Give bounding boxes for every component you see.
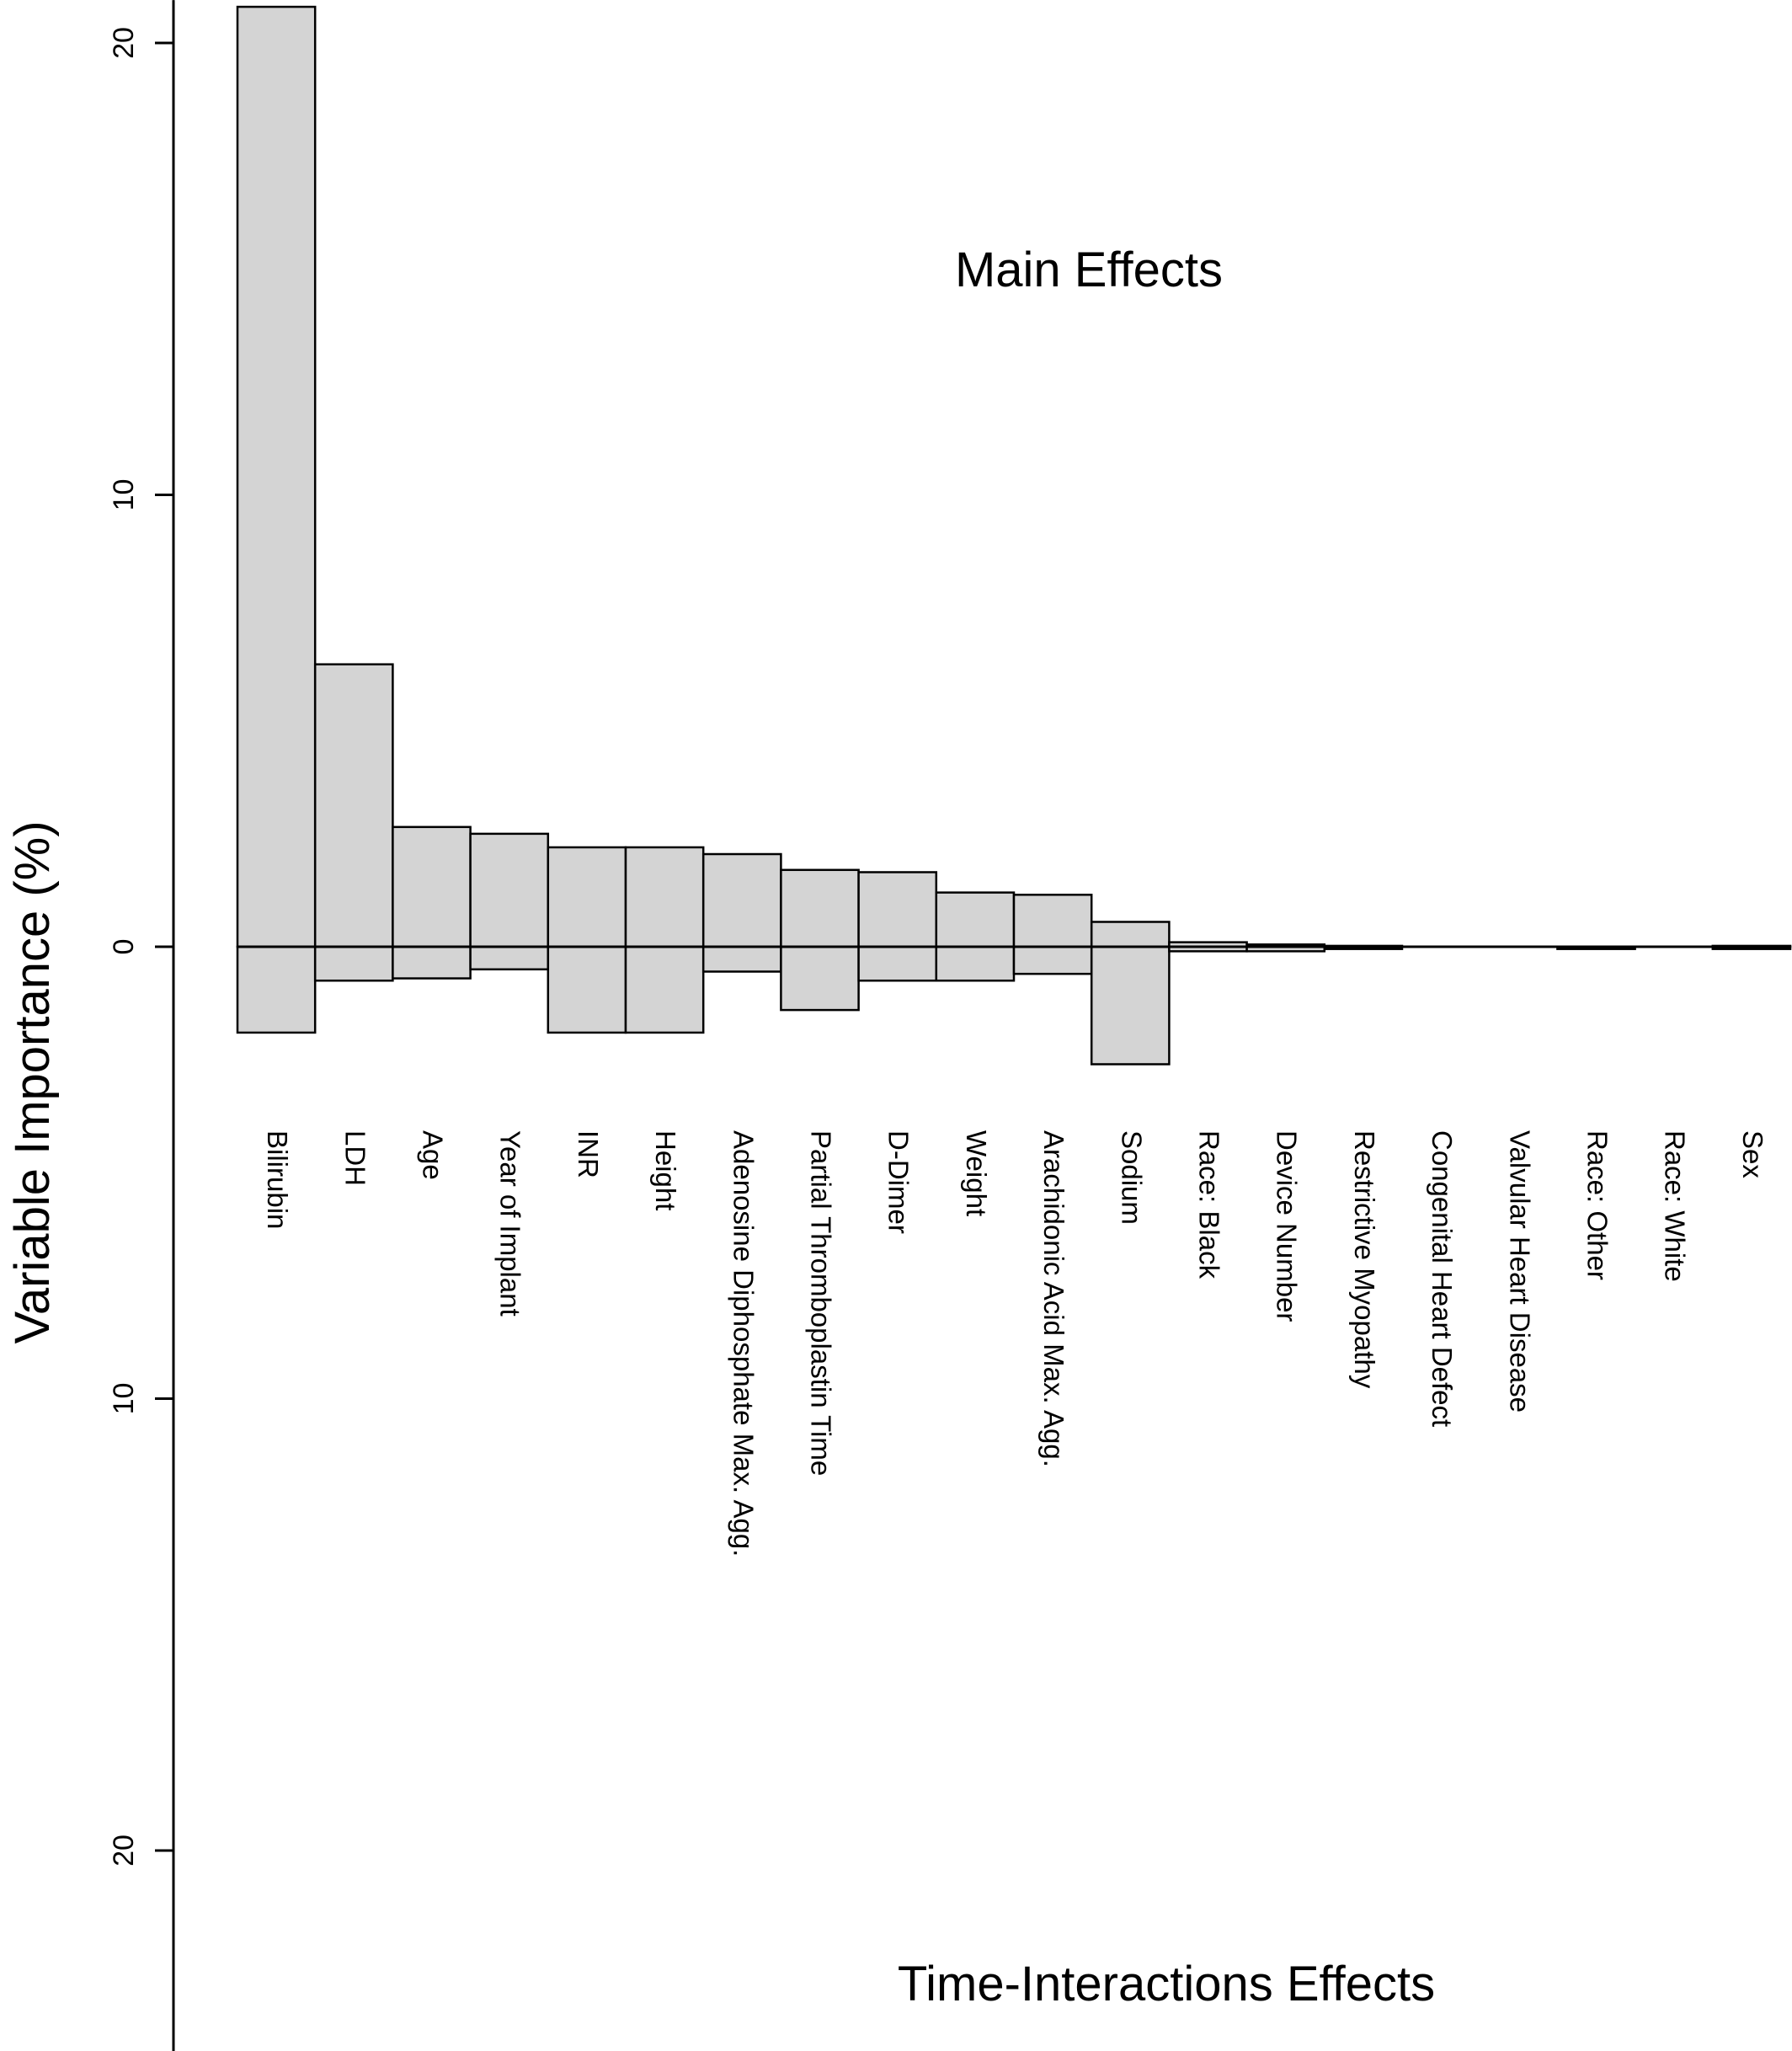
bar-main-effect: [701, 852, 782, 948]
bar-main-effect: [469, 832, 550, 948]
bar-main-effect: [236, 5, 317, 948]
bar-main-effect: [935, 891, 1016, 948]
bar-main-effect: [780, 868, 860, 948]
category-label: INR: [573, 1130, 604, 1178]
bar-time-interaction: [236, 945, 317, 1034]
category-label: Sex: [1737, 1130, 1768, 1178]
bar-time-interaction: [392, 945, 472, 980]
y-tick-label: 20: [108, 1835, 140, 1867]
category-label: Sodium: [1116, 1130, 1147, 1225]
category-label: Race: Black: [1194, 1130, 1225, 1279]
category-label: Bilirubin: [262, 1130, 293, 1229]
y-tick-label: 10: [108, 479, 140, 511]
time-interaction-bars: [236, 945, 1792, 1066]
y-axis-ticks: 20 10 0 10 20: [108, 27, 173, 1867]
bar-time-interaction: [313, 945, 394, 982]
main-effects-annotation: Main Effects: [955, 243, 1223, 297]
bar-main-effect: [1090, 921, 1171, 948]
category-label: Arachidonic Acid Max. Agg.: [1038, 1130, 1069, 1467]
bar-main-effect: [857, 871, 938, 948]
category-label: Valvular Heart Disease: [1504, 1130, 1535, 1413]
category-label: Age: [418, 1130, 449, 1180]
bar-time-interaction: [780, 945, 860, 1012]
bar-time-interaction: [1090, 945, 1171, 1066]
bar-main-effect: [547, 846, 627, 948]
bar-main-effect: [313, 663, 394, 948]
bar-time-interaction: [547, 945, 627, 1034]
category-label: Height: [650, 1130, 681, 1210]
category-label: Congenital Heart Defect: [1427, 1130, 1458, 1427]
bar-time-interaction: [1012, 945, 1093, 975]
category-labels: Bilirubin LDH Age Year of Implant INR Height A…: [262, 1130, 1768, 1557]
bar-time-interaction: [935, 945, 1016, 982]
y-tick-label: 20: [108, 27, 140, 59]
category-label: LDH: [339, 1130, 371, 1186]
category-label: D-Dimer: [883, 1130, 915, 1234]
bar-main-effect: [392, 825, 472, 948]
bar-time-interaction: [857, 945, 938, 982]
bar-time-interaction: [469, 945, 550, 971]
bar-main-effect: [624, 846, 705, 948]
category-label: Weight: [961, 1130, 992, 1216]
category-label: Partial Thromboplastin Time: [806, 1130, 837, 1476]
main-effects-bars: [236, 5, 1792, 948]
time-interactions-annotation: Time-Interactions Effects: [898, 1957, 1435, 2011]
y-axis-title: Variable Importance (%): [5, 820, 60, 1343]
y-tick-label: 10: [108, 1383, 140, 1415]
bar-time-interaction: [624, 945, 705, 1034]
y-tick-label: 0: [108, 939, 140, 955]
category-label: Device Number: [1272, 1130, 1303, 1322]
category-label: Adenosine Diphosphate Max. Agg.: [728, 1130, 759, 1557]
category-label: Race: White: [1660, 1130, 1691, 1282]
category-label: Year of Implant: [495, 1130, 526, 1317]
bar-main-effect: [1012, 894, 1093, 948]
category-label: Race: Other: [1582, 1130, 1613, 1280]
bar-time-interaction: [701, 945, 782, 973]
category-label: Restrictive Myopathy: [1349, 1130, 1380, 1389]
